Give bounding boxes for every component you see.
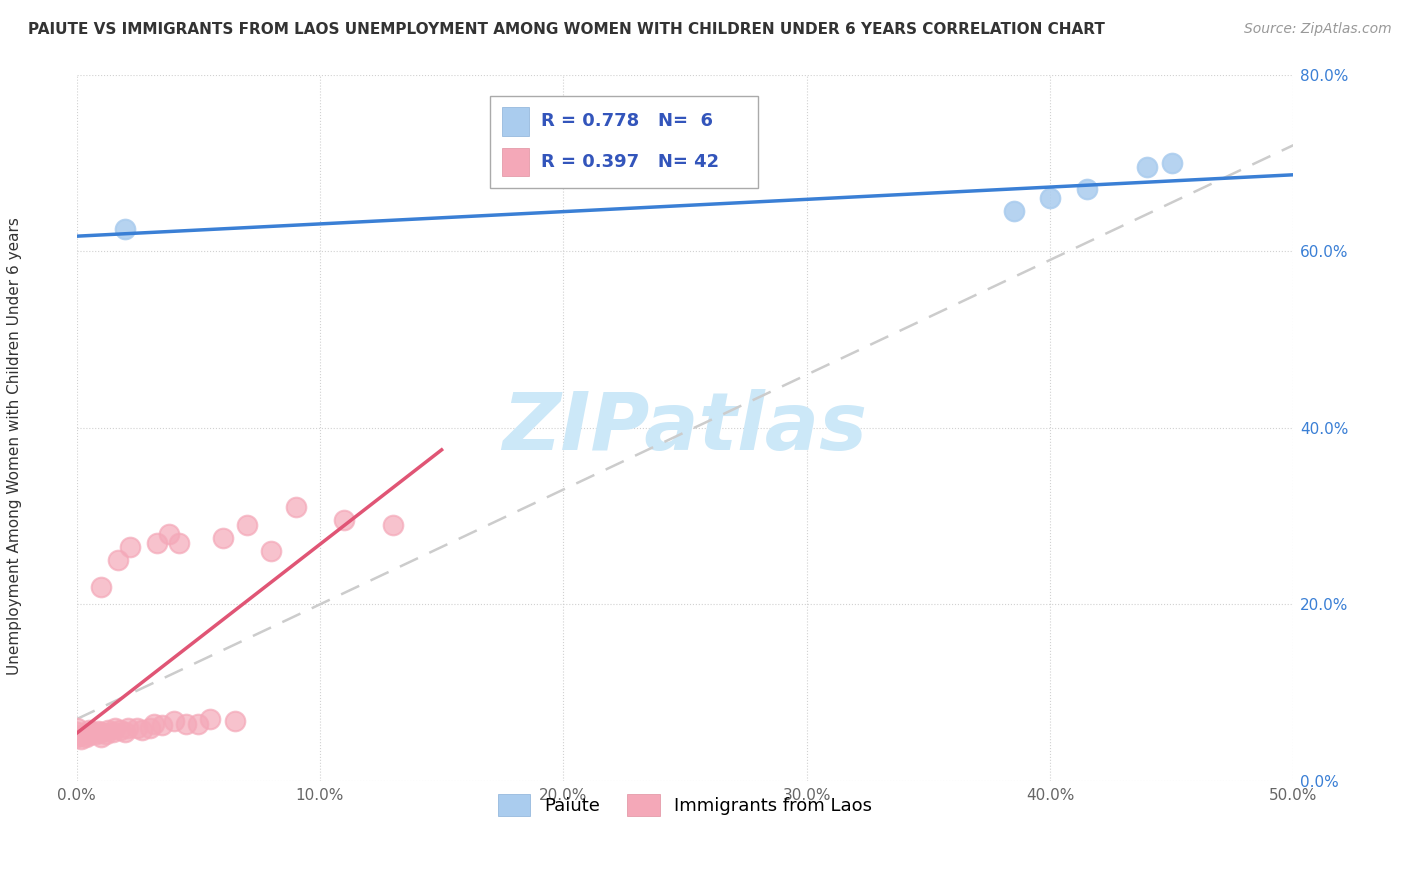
Point [77,723,100,737]
Point [1076,182,1098,196]
Point [120,540,142,554]
Point [70,728,93,742]
Point [200,712,222,726]
Text: R = 0.778   N=  6: R = 0.778 N= 6 [541,112,713,130]
Point [84,727,107,741]
Point [117,721,139,735]
Point [75,730,97,744]
Point [167,535,190,549]
Point [90,580,112,594]
Point [65,721,87,735]
Point [107,553,129,567]
Point [143,716,166,731]
Legend: Paiute, Immigrants from Laos: Paiute, Immigrants from Laos [488,785,882,825]
Point [1160,156,1182,170]
Point [146,535,169,549]
Point [1002,204,1025,219]
Point [110,723,132,737]
Point [187,716,209,731]
Point [114,222,136,236]
Point [236,517,259,532]
Point [90,725,112,739]
Point [1136,160,1159,174]
Point [101,725,124,739]
Point [80,725,103,739]
Text: Source: ZipAtlas.com: Source: ZipAtlas.com [1244,22,1392,37]
Point [1039,191,1062,205]
Point [174,716,197,731]
Point [127,721,149,735]
Point [333,514,356,528]
Point [114,725,136,739]
Point [284,500,307,515]
Point [94,727,117,741]
Point [138,721,160,735]
Point [260,544,283,558]
Text: Unemployment Among Women with Children Under 6 years: Unemployment Among Women with Children U… [7,217,21,675]
Text: ZIPatlas: ZIPatlas [502,389,868,467]
Point [211,531,233,545]
Point [65,730,87,744]
Point [150,718,173,732]
Point [381,517,404,532]
FancyBboxPatch shape [491,95,758,187]
Point [77,728,100,742]
Text: R = 0.397   N= 42: R = 0.397 N= 42 [541,153,720,171]
Point [97,723,120,737]
Point [70,731,93,746]
Bar [502,107,529,136]
Point [87,723,110,738]
Point [224,714,246,728]
Point [157,526,180,541]
Point [131,723,153,737]
Point [104,721,127,735]
Bar [502,148,529,176]
Text: PAIUTE VS IMMIGRANTS FROM LAOS UNEMPLOYMENT AMONG WOMEN WITH CHILDREN UNDER 6 YE: PAIUTE VS IMMIGRANTS FROM LAOS UNEMPLOYM… [28,22,1105,37]
Point [65,725,87,739]
Point [90,730,112,744]
Point [163,714,186,728]
